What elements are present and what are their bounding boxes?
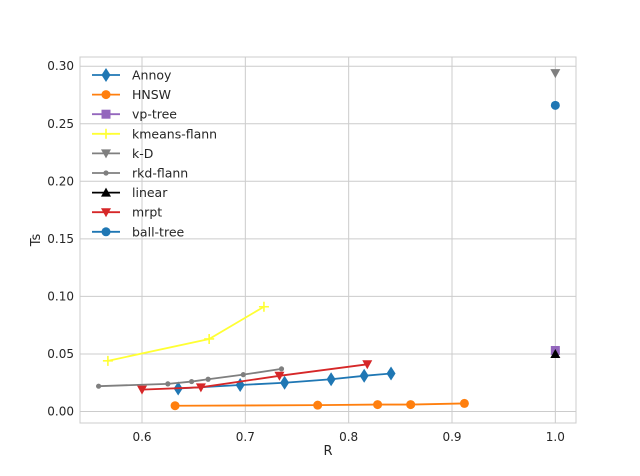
data-point-Annoy [359, 368, 369, 383]
series-k-D [550, 69, 561, 79]
legend-item-ball-tree: ball-tree [92, 224, 185, 239]
y-tick-label: 0.15 [47, 232, 74, 246]
series-mrpt [137, 360, 373, 395]
data-point-k-D [550, 69, 561, 79]
y-tick-label: 0.00 [47, 404, 74, 418]
legend-item-mrpt: mrpt [92, 205, 162, 220]
data-point-linear [550, 348, 561, 358]
data-point-HNSW [170, 401, 180, 411]
data-point-mrpt [274, 371, 285, 381]
plot-frame [79, 56, 577, 424]
data-point-rkd-flann [278, 366, 285, 372]
y-axis-label: Ts [29, 233, 44, 247]
data-point-mrpt [195, 383, 206, 393]
data-point-HNSW [373, 400, 383, 410]
legend-label: k-D [132, 146, 153, 161]
x-axis-label: R [323, 444, 332, 459]
legend: Annoy HNSW vp-tree kmeans-flann k-D rkd-flann… [92, 68, 217, 239]
legend-item-HNSW: HNSW [92, 87, 171, 102]
x-tick-label: 0.6 [132, 430, 151, 444]
legend-label: ball-tree [132, 224, 185, 239]
series-kmeans-flann [102, 301, 269, 366]
y-tick-label: 0.05 [47, 347, 74, 361]
data-point-mrpt [137, 385, 147, 395]
legend-item-vp-tree: vp-tree [92, 107, 177, 122]
y-tick-label: 0.30 [47, 59, 74, 73]
legend-marker [101, 68, 111, 82]
data-point-rkd-flann [205, 376, 211, 382]
legend-marker [101, 128, 111, 139]
data-point-kmeans-flann [102, 355, 113, 366]
series-linear [550, 348, 561, 358]
legend-marker [101, 227, 111, 237]
series-line-rkd-flann [98, 368, 282, 388]
data-point-ball-tree [550, 100, 560, 110]
legend-label: linear [132, 185, 168, 200]
plot-background [80, 57, 576, 423]
x-tick-label: 1.0 [546, 430, 565, 444]
legend-item-rkd-flann: rkd-flann [92, 166, 188, 181]
data-point-rkd-flann [189, 378, 195, 385]
legend-item-k-D: k-D [92, 146, 153, 161]
x-tick-label: 0.9 [442, 430, 461, 444]
legend-marker [101, 90, 111, 100]
data-point-rkd-flann [240, 372, 246, 378]
data-point-mrpt [362, 360, 373, 370]
legend-item-linear: linear [92, 185, 168, 200]
y-tick-label: 0.10 [47, 289, 74, 303]
legend-label: Annoy [132, 68, 172, 83]
series-line-Annoy [178, 372, 392, 390]
data-point-kmeans-flann [258, 301, 269, 312]
legend-marker [101, 149, 111, 159]
legend-label: kmeans-flann [132, 126, 217, 141]
legend-marker [101, 187, 111, 197]
legend-item-Annoy: Annoy [92, 68, 172, 83]
legend-item-kmeans-flann: kmeans-flann [92, 126, 217, 141]
x-axis-ticks: 0.6 0.7 0.8 0.9 1.0 [132, 430, 564, 444]
data-point-HNSW [459, 398, 469, 408]
y-tick-label: 0.25 [47, 117, 74, 131]
data-point-HNSW [406, 400, 416, 410]
series-HNSW [170, 398, 469, 411]
legend-label: mrpt [132, 205, 162, 220]
legend-marker [103, 170, 109, 176]
data-point-rkd-flann [165, 381, 171, 387]
data-point-Annoy [386, 366, 396, 381]
x-tick-label: 0.8 [339, 430, 358, 444]
grid [80, 57, 576, 423]
x-tick-label: 0.7 [236, 430, 255, 444]
data-point-Annoy [280, 375, 290, 390]
legend-label: rkd-flann [132, 166, 188, 181]
series-layer [96, 69, 561, 411]
y-tick-label: 0.20 [47, 174, 74, 188]
data-point-rkd-flann [96, 383, 102, 389]
data-point-kmeans-flann [204, 333, 215, 344]
data-point-Annoy [326, 372, 336, 387]
legend-label: vp-tree [132, 107, 177, 122]
legend-marker [101, 109, 111, 119]
legend-marker [101, 208, 111, 218]
series-rkd-flann [96, 366, 285, 389]
legend-label: HNSW [132, 87, 171, 102]
series-line-mrpt [141, 363, 368, 391]
series-ball-tree [550, 100, 560, 110]
y-axis-ticks: 0.00 0.05 0.10 0.15 0.20 0.25 0.30 [47, 59, 74, 418]
data-point-HNSW [313, 400, 323, 410]
